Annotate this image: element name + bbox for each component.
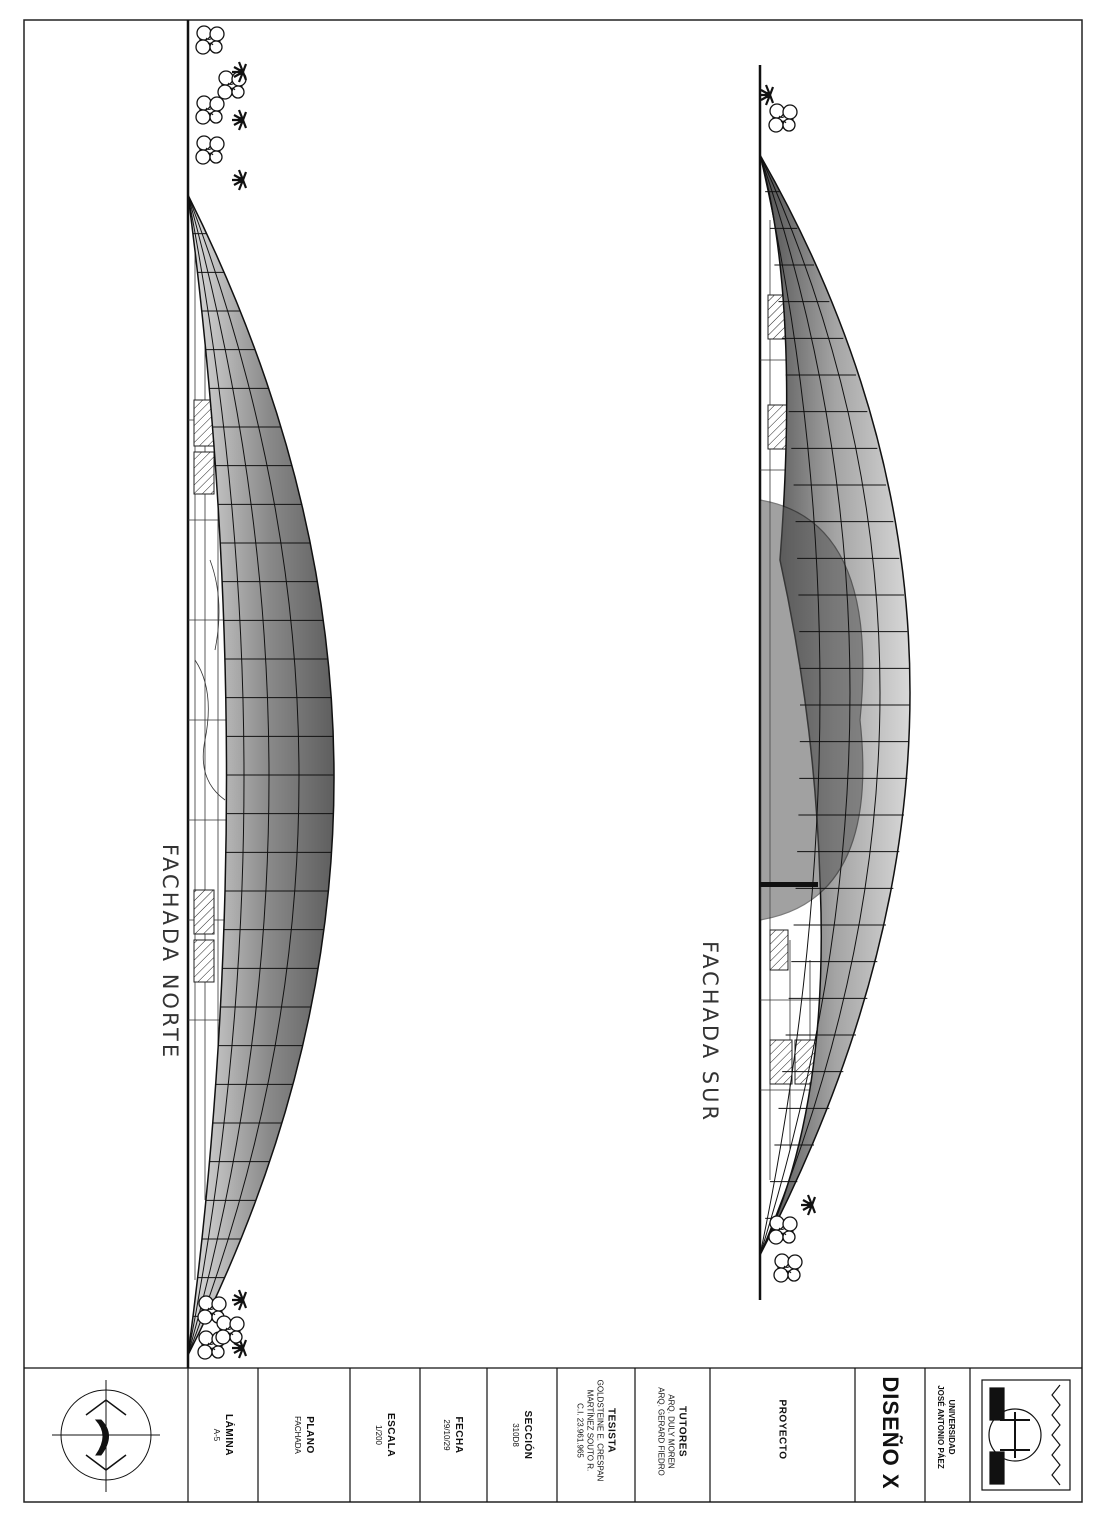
south-shell-gridlines <box>765 191 910 1219</box>
tb-course: DISEÑO X <box>877 1373 903 1493</box>
university-logo <box>981 1379 1071 1491</box>
tb-tesista-label: TESISTA <box>605 1408 617 1453</box>
tb-fecha-label: FECHA <box>453 1416 464 1454</box>
tb-university: UNIVERSIDAD JOSÉ ANTONIO PÁEZ <box>936 1367 958 1487</box>
tb-lamina-label: LÁMINA <box>223 1414 234 1456</box>
tb-plano-value: FACHADA <box>293 1416 302 1454</box>
north-elevation <box>186 20 335 1368</box>
north-shell-ribs <box>187 194 300 1356</box>
tb-tutores-line: ARQ. DULY MOREN <box>666 1394 676 1469</box>
tb-tesista: TESISTA GOLDSTEINE E. CRESPAN MARTÍNEZ S… <box>576 1371 617 1491</box>
tb-tesista-line: MARTÍNEZ SOUTO R. <box>585 1389 595 1472</box>
south-shell-ribs <box>759 154 881 1256</box>
tb-seccion: SECCIÓN 310D8 <box>511 1375 533 1495</box>
tb-tesista-line: GOLDSTEINE E. CRESPAN <box>595 1379 605 1482</box>
tb-tutores-line: ARQ. GERARD FIEDRO <box>656 1387 666 1476</box>
tb-tesista-line: C.I. 23.961.965 <box>575 1403 585 1458</box>
tb-tutores: TUTORES ARQ. DULY MOREN ARQ. GERARD FIED… <box>657 1372 688 1492</box>
tb-university-line: JOSÉ ANTONIO PÁEZ <box>936 1385 945 1469</box>
tb-escala: ESCALA 1/200 <box>374 1375 396 1495</box>
tb-proyecto-label: PROYECTO <box>776 1399 788 1460</box>
tb-lamina: LÁMINA A-5 <box>212 1375 234 1495</box>
north-shell-gridlines <box>192 233 334 1317</box>
tb-seccion-value: 310D8 <box>511 1423 520 1447</box>
north-arrow-icon <box>52 1380 160 1492</box>
tb-escala-value: 1/200 <box>374 1424 383 1446</box>
tb-course-title: DISEÑO X <box>878 1376 903 1490</box>
tb-fecha: FECHA 29/10/29 <box>442 1375 464 1495</box>
tb-proyecto: PROYECTO <box>777 1370 788 1490</box>
tb-escala-label: ESCALA <box>385 1412 396 1458</box>
tb-plano-label: PLANO <box>304 1416 315 1454</box>
south-elevation-title: FACHADA SUR <box>698 940 722 1124</box>
tb-lamina-value: A-5 <box>212 1428 221 1442</box>
tb-seccion-label: SECCIÓN <box>522 1410 533 1460</box>
tb-tutores-label: TUTORES <box>676 1405 688 1458</box>
south-elevation <box>757 65 911 1300</box>
tb-plano: PLANO FACHADA <box>293 1375 315 1495</box>
tb-fecha-value: 29/10/29 <box>442 1419 451 1451</box>
tb-university-line: UNIVERSIDAD <box>947 1399 956 1455</box>
sheet-border <box>23 19 1083 1503</box>
north-elevation-title: FACHADA NORTE <box>158 843 182 1061</box>
title-block <box>24 1367 1082 1502</box>
